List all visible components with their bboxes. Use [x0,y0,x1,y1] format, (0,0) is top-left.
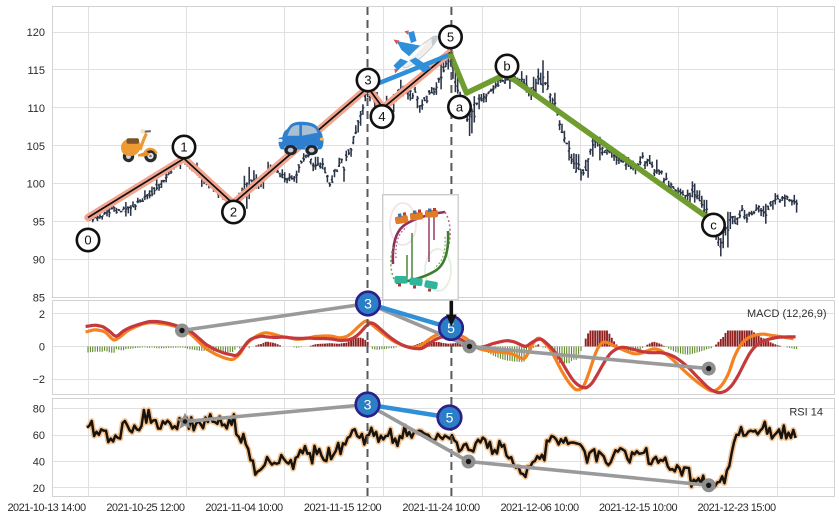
svg-text:5: 5 [447,320,455,336]
svg-text:2021-10-25 12:00: 2021-10-25 12:00 [106,502,184,514]
svg-text:2021-11-04 10:00: 2021-11-04 10:00 [205,502,283,514]
svg-text:RSI 14: RSI 14 [789,407,823,419]
svg-text:0: 0 [84,233,91,248]
svg-text:110: 110 [27,103,45,115]
svg-text:2021-11-24 10:00: 2021-11-24 10:00 [402,502,480,514]
svg-text:3: 3 [364,73,371,88]
svg-text:2: 2 [39,309,45,321]
svg-text:b: b [503,59,510,74]
svg-text:3: 3 [364,397,372,413]
svg-text:1: 1 [180,140,187,155]
svg-text:3: 3 [364,296,372,312]
svg-text:5: 5 [446,410,454,426]
svg-text:60: 60 [33,430,45,442]
svg-text:100: 100 [27,179,45,191]
svg-text:90: 90 [33,255,45,267]
svg-text:−2: −2 [32,374,45,386]
svg-text:2021-12-23 15:00: 2021-12-23 15:00 [697,502,775,514]
svg-text:85: 85 [33,293,45,305]
svg-text:40: 40 [33,457,45,469]
svg-text:2: 2 [230,205,237,220]
svg-text:0: 0 [39,342,45,354]
svg-text:5: 5 [447,30,454,45]
svg-text:a: a [456,100,464,115]
svg-text:95: 95 [33,217,45,229]
svg-text:2021-12-06 10:00: 2021-12-06 10:00 [500,502,578,514]
svg-text:2021-12-15 10:00: 2021-12-15 10:00 [599,502,677,514]
svg-text:2021-10-13 14:00: 2021-10-13 14:00 [7,502,85,514]
svg-text:20: 20 [33,483,45,495]
svg-text:120: 120 [27,27,45,39]
svg-text:2021-11-15 12:00: 2021-11-15 12:00 [304,502,382,514]
svg-text:4: 4 [378,109,385,124]
svg-text:c: c [710,218,717,233]
svg-text:105: 105 [27,141,45,153]
svg-text:80: 80 [33,404,45,416]
svg-text:115: 115 [27,65,45,77]
svg-text:MACD (12,26,9): MACD (12,26,9) [747,308,826,320]
